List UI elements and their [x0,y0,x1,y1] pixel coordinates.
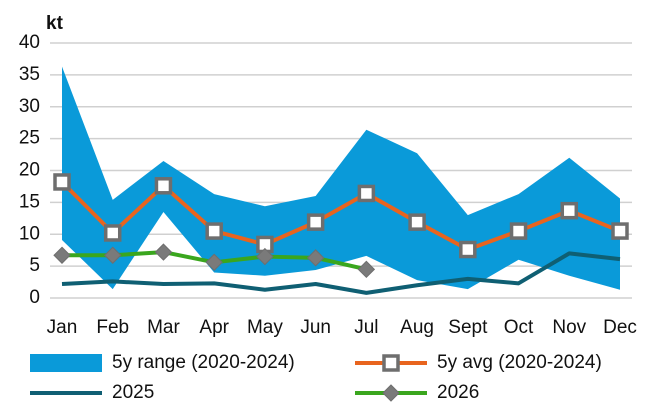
marker [103,224,122,242]
marker [205,253,223,272]
legend-item: 5y avg (2020-2024) [355,352,602,373]
marker [382,384,400,402]
marker [560,201,579,220]
marker [306,249,325,267]
y-tick-label: 40 [19,32,40,53]
marker [408,213,426,231]
x-tick-label: Feb [96,317,129,338]
x-tick-label: Dec [603,317,637,338]
y-tick-label: 15 [19,191,40,212]
x-tick-label: Jun [300,317,331,338]
x-tick-label: Jan [47,317,78,338]
x-tick-label: Apr [199,317,229,338]
y-tick-label: 35 [19,64,40,85]
marker [357,184,376,203]
legend-swatch [30,354,102,372]
y-tick-label: 10 [19,223,40,244]
legend-label: 2026 [437,382,479,403]
x-tick-label: Aug [400,317,434,338]
y-axis-label: kt [46,13,64,34]
marker [53,173,71,191]
x-tick-label: Nov [552,317,586,338]
marker [256,247,274,266]
range-area [62,66,620,290]
marker [154,243,173,261]
y-tick-label: 5 [29,255,40,276]
legend-item: 2026 [355,382,479,403]
x-tick-label: Mar [147,317,180,338]
y-tick-label: 25 [19,128,40,149]
marker [509,222,528,240]
series-line [61,251,621,295]
legend-label: 5y range (2020-2024) [112,352,295,373]
legend-label: 5y avg (2020-2024) [437,352,602,373]
marker [205,222,223,240]
x-tick-label: May [247,317,283,338]
x-tick-label: Sept [448,317,488,338]
x-tick-label: Oct [504,317,534,338]
marker [53,246,71,264]
marker [104,246,122,264]
marker [154,177,173,195]
y-tick-label: 30 [19,96,40,117]
marker [357,260,376,279]
legend-item: 2025 [30,382,154,403]
marker [306,213,325,231]
marker [611,222,629,240]
x-tick-label: Jul [354,317,378,338]
legend-item: 5y range (2020-2024) [30,352,295,373]
marker [459,240,477,259]
y-tick-label: 0 [29,287,40,308]
legend-label: 2025 [112,382,154,403]
marker [382,354,400,372]
y-tick-label: 20 [19,160,40,181]
